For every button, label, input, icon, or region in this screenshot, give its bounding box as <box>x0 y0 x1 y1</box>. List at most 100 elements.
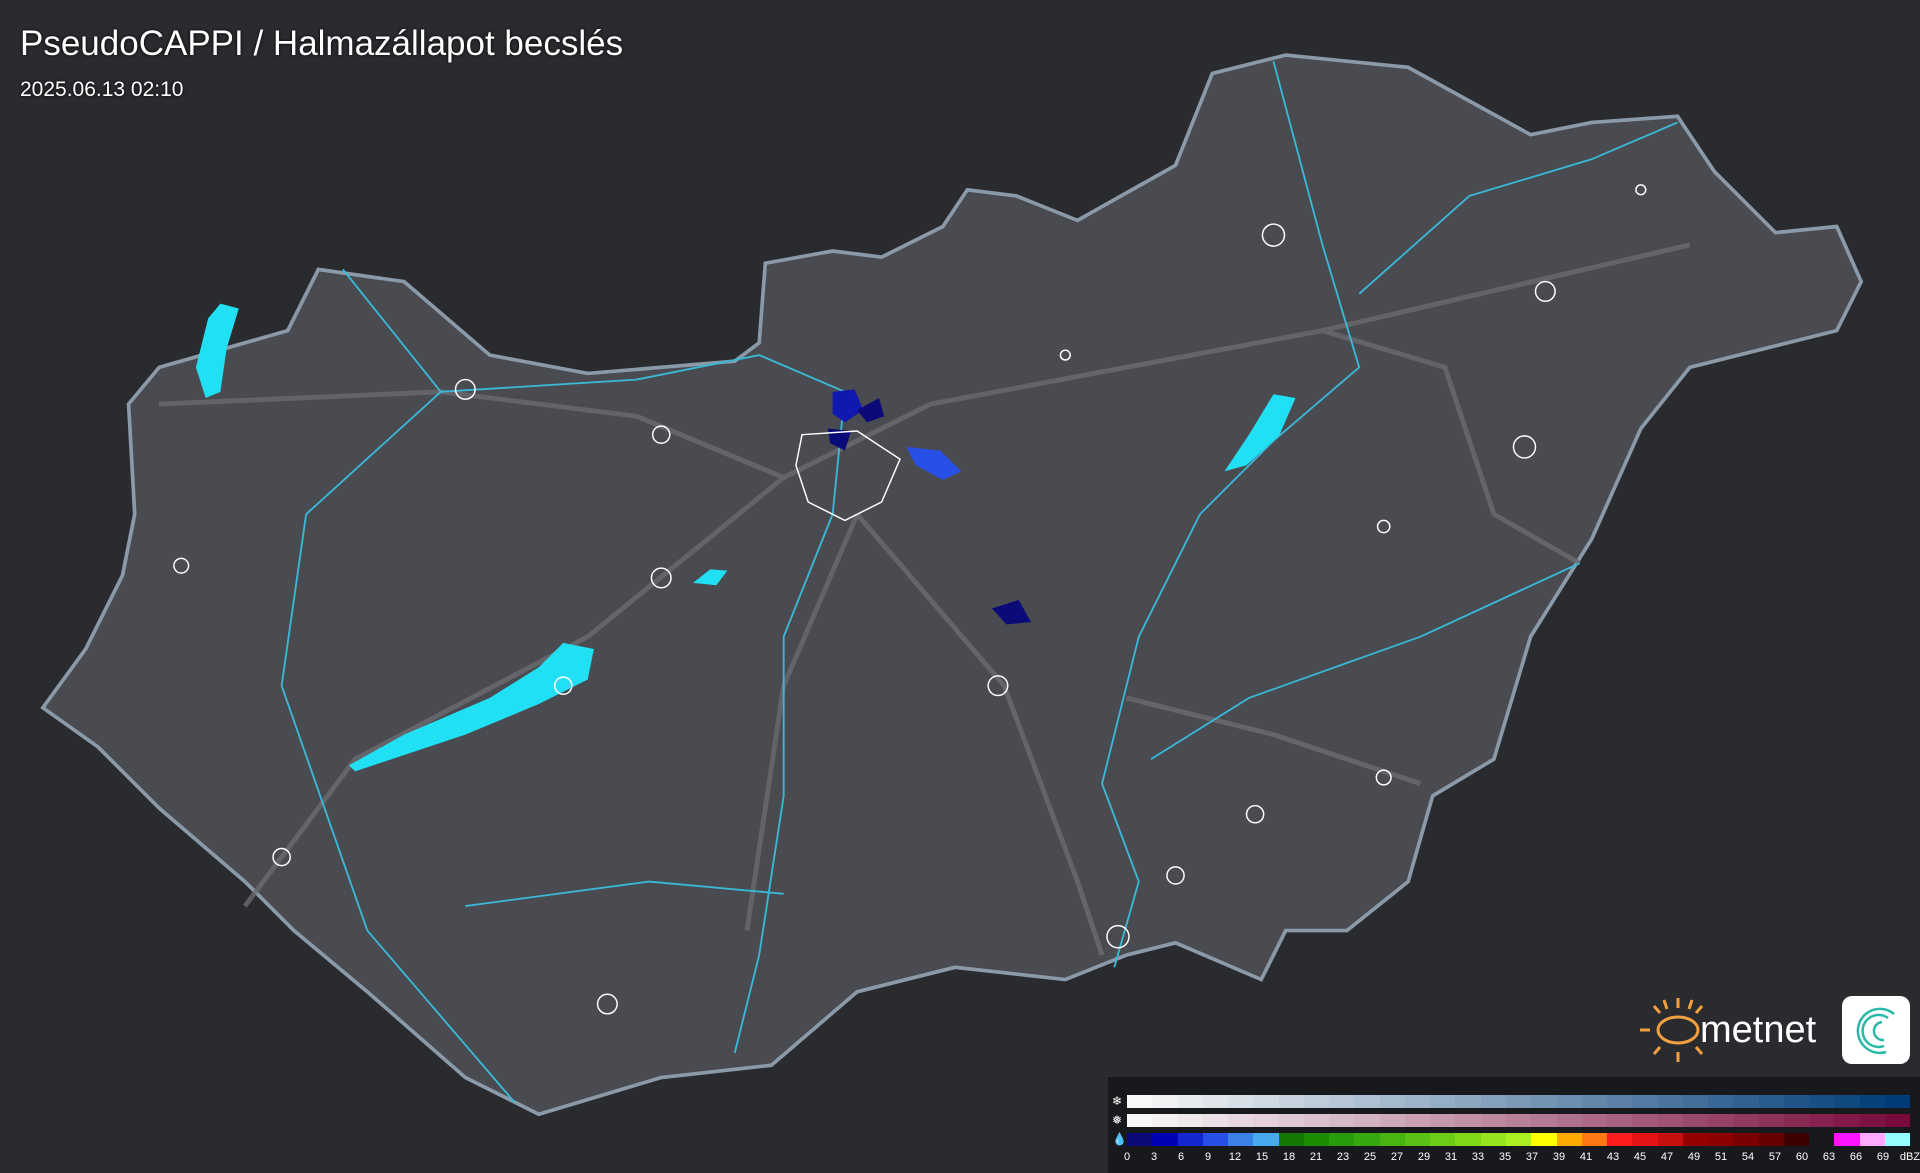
legend-cell <box>1607 1114 1633 1127</box>
legend-cell <box>1834 1095 1860 1108</box>
legend-label: 37 <box>1525 1151 1539 1163</box>
legend-cell <box>1682 1114 1709 1127</box>
legend-cell <box>1228 1114 1254 1127</box>
legend-label: 35 <box>1498 1151 1512 1163</box>
rain-scale <box>1127 1133 1911 1146</box>
legend-cell <box>1480 1133 1506 1146</box>
legend-cell <box>1859 1133 1885 1146</box>
rivers <box>280 60 1678 1103</box>
lakes <box>195 303 1296 772</box>
legend-cell <box>1884 1114 1911 1127</box>
legend-label: 23 <box>1336 1151 1350 1163</box>
lake-tisza <box>1224 394 1296 472</box>
raindrop-icon: 💧 <box>1112 1132 1127 1146</box>
legend-cell <box>1581 1114 1608 1127</box>
dbz-legend: ❄ ❅ 💧 0 3 6 9 12 15 18 21 23 25 27 29 31 33 35 37 39 41 43… <box>1108 1077 1920 1173</box>
legend-cell <box>1303 1095 1330 1108</box>
legend-label: 45 <box>1633 1151 1647 1163</box>
legend-cell <box>1859 1114 1885 1127</box>
legend-cell <box>1607 1095 1633 1108</box>
legend-cell <box>1455 1133 1481 1146</box>
legend-cell <box>1430 1114 1456 1127</box>
snowflake-icon: ❄ <box>1112 1094 1123 1108</box>
legend-cell <box>1884 1133 1911 1146</box>
legend-cell <box>1177 1133 1203 1146</box>
radar-echoes <box>827 389 1032 625</box>
legend-label: 69 <box>1876 1151 1890 1163</box>
legend-cell <box>1783 1095 1810 1108</box>
legend-cell <box>1809 1095 1835 1108</box>
legend-cell <box>1834 1114 1860 1127</box>
legend-label: 51 <box>1714 1151 1728 1163</box>
logo-text: metnet <box>1700 1009 1817 1051</box>
legend-cell <box>1278 1114 1304 1127</box>
sun-icon <box>1640 998 1704 1062</box>
legend-cell <box>1581 1095 1608 1108</box>
legend-cell <box>1202 1133 1229 1146</box>
legend-label: 15 <box>1255 1151 1269 1163</box>
legend-cell <box>1404 1133 1431 1146</box>
legend-cell <box>1455 1095 1481 1108</box>
legend-cell <box>1329 1095 1355 1108</box>
legend-cell <box>1884 1095 1911 1108</box>
legend-label: 18 <box>1282 1151 1296 1163</box>
legend-label: dBZ <box>1899 1151 1920 1163</box>
legend-cell <box>1556 1095 1582 1108</box>
legend-cell <box>1455 1114 1481 1127</box>
legend-cell <box>1834 1133 1860 1146</box>
legend-label: 49 <box>1687 1151 1701 1163</box>
legend-cell <box>1531 1114 1557 1127</box>
legend-label: 66 <box>1849 1151 1863 1163</box>
legend-cell <box>1303 1114 1330 1127</box>
legend-cell <box>1505 1095 1532 1108</box>
legend-cell <box>1505 1133 1532 1146</box>
sleet-icon: ❅ <box>1112 1113 1123 1127</box>
legend-label: 41 <box>1579 1151 1593 1163</box>
legend-label: 54 <box>1741 1151 1755 1163</box>
legend-cell <box>1177 1114 1203 1127</box>
legend-label: 60 <box>1795 1151 1809 1163</box>
legend-cell <box>1253 1133 1279 1146</box>
legend-cell <box>1354 1133 1380 1146</box>
legend-cell <box>1657 1095 1683 1108</box>
legend-cell <box>1531 1095 1557 1108</box>
legend-label: 27 <box>1390 1151 1404 1163</box>
legend-cell <box>1809 1114 1835 1127</box>
legend-cell <box>1278 1133 1304 1146</box>
legend-cell <box>1404 1095 1431 1108</box>
legend-cell <box>1379 1095 1405 1108</box>
legend-cell <box>1329 1133 1355 1146</box>
legend-cell <box>1531 1133 1557 1146</box>
legend-cell <box>1278 1095 1304 1108</box>
legend-labels: 0 3 6 9 12 15 18 21 23 25 27 29 31 33 35 37 39 41 43 45 47 49… <box>1118 1151 1920 1167</box>
legend-cell <box>1253 1095 1279 1108</box>
legend-cell <box>1354 1114 1380 1127</box>
legend-cell <box>1202 1095 1229 1108</box>
legend-cell <box>1581 1133 1608 1146</box>
legend-cell <box>1708 1133 1734 1146</box>
legend-cell <box>1430 1133 1456 1146</box>
legend-cell <box>1127 1095 1153 1108</box>
legend-cell <box>1505 1114 1532 1127</box>
legend-cell <box>1177 1095 1203 1108</box>
legend-cell <box>1202 1114 1229 1127</box>
legend-cell <box>1480 1114 1506 1127</box>
legend-label: 57 <box>1768 1151 1782 1163</box>
legend-cell <box>1758 1095 1784 1108</box>
legend-cell <box>1859 1095 1885 1108</box>
legend-cell <box>1607 1133 1633 1146</box>
legend-cell <box>1682 1133 1709 1146</box>
legend-cell <box>1657 1133 1683 1146</box>
legend-label: 33 <box>1471 1151 1485 1163</box>
legend-cell <box>1733 1095 1759 1108</box>
legend-cell <box>1708 1095 1734 1108</box>
hungary-country <box>40 53 1864 1117</box>
legend-cell <box>1809 1133 1835 1146</box>
legend-label: 63 <box>1822 1151 1836 1163</box>
legend-cell <box>1430 1095 1456 1108</box>
legend-cell <box>1556 1114 1582 1127</box>
legend-label: 39 <box>1552 1151 1566 1163</box>
legend-cell <box>1303 1133 1330 1146</box>
legend-cell <box>1758 1114 1784 1127</box>
